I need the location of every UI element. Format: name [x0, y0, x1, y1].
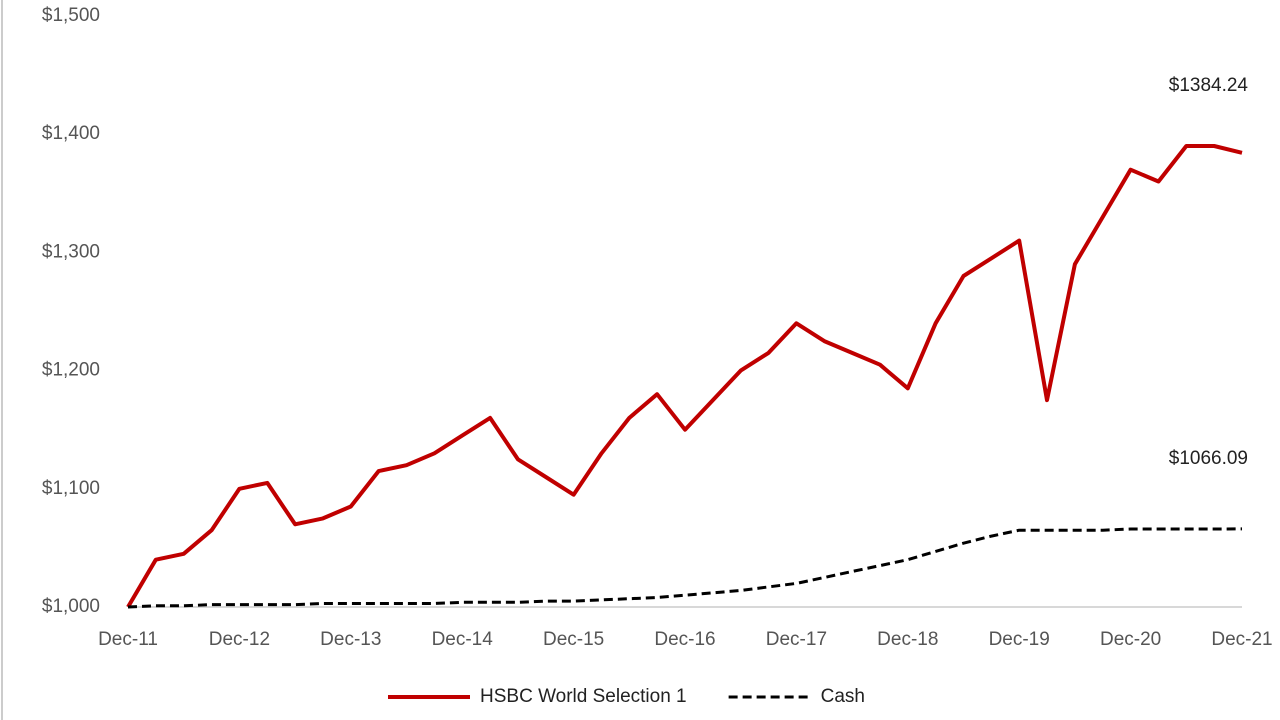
series-line	[127, 527, 1243, 609]
x-tick-label: Dec-16	[654, 629, 715, 650]
x-tick-label: Dec-20	[1100, 629, 1161, 650]
x-tick-label: Dec-21	[1211, 629, 1272, 650]
y-tick-label: $1,300	[42, 241, 100, 262]
value-label: $1384.24	[1169, 75, 1249, 96]
legend-label: HSBC World Selection 1	[480, 686, 687, 707]
y-tick-label: $1,100	[42, 478, 100, 499]
x-tick-label: Dec-19	[989, 629, 1050, 650]
x-tick-label: Dec-14	[432, 629, 494, 650]
y-tick-label: $1,200	[42, 360, 100, 381]
series-line	[126, 144, 1243, 609]
x-tick-label: Dec-17	[766, 629, 827, 650]
x-tick-label: Dec-15	[543, 629, 604, 650]
x-tick-label: Dec-13	[320, 629, 381, 650]
y-tick-label: $1,000	[42, 596, 100, 617]
x-tick-label: Dec-18	[877, 629, 938, 650]
x-tick-label: Dec-11	[98, 629, 158, 650]
legend-label: Cash	[821, 686, 865, 707]
y-tick-label: $1,400	[42, 123, 100, 144]
y-tick-label: $1,500	[42, 5, 100, 26]
value-label: $1066.09	[1169, 448, 1248, 469]
x-tick-label: Dec-12	[209, 629, 270, 650]
